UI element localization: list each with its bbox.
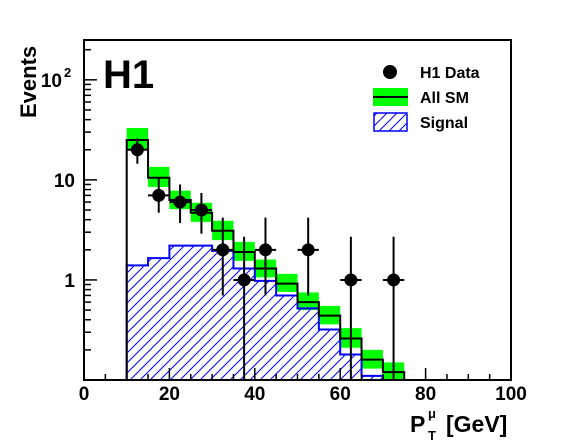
legend-label: H1 Data bbox=[420, 65, 480, 82]
data-point bbox=[216, 243, 230, 257]
x-tick-label: 60 bbox=[330, 384, 351, 405]
data-point bbox=[344, 273, 358, 287]
data-point bbox=[237, 273, 251, 287]
x-tick-label: 80 bbox=[415, 384, 436, 405]
legend-label: Signal bbox=[420, 115, 468, 132]
y-tick-label-exponent: 2 bbox=[64, 65, 71, 80]
data-point bbox=[387, 273, 401, 287]
data-point bbox=[194, 203, 208, 217]
x-tick-label: 100 bbox=[495, 384, 527, 405]
data-point bbox=[258, 243, 272, 257]
legend-data-marker bbox=[383, 65, 397, 79]
x-tick-label: 20 bbox=[159, 384, 180, 405]
y-axis-label: Events bbox=[16, 46, 41, 118]
x-tick-label: 40 bbox=[244, 384, 265, 405]
data-points bbox=[126, 138, 405, 380]
x-axis-label-base: P bbox=[410, 411, 425, 437]
x-tick-label: 0 bbox=[79, 384, 90, 405]
y-tick-label: 10 bbox=[54, 171, 75, 192]
legend-signal-box bbox=[373, 112, 408, 132]
data-point bbox=[301, 243, 315, 257]
x-axis-ticks: 0 20 40 60 80 100 bbox=[79, 368, 527, 405]
data-point bbox=[130, 143, 144, 157]
data-point bbox=[173, 195, 187, 209]
legend-label: All SM bbox=[420, 90, 469, 107]
y-tick-label: 10 bbox=[41, 71, 62, 92]
x-axis-label-subscript: T bbox=[428, 428, 436, 443]
data-point bbox=[152, 188, 166, 202]
experiment-label: H1 bbox=[103, 53, 154, 97]
x-axis-label-superscript: μ bbox=[428, 406, 436, 421]
y-tick-label: 1 bbox=[64, 271, 75, 292]
x-axis-label-unit: [GeV] bbox=[446, 411, 507, 437]
legend: H1 Data All SM Signal bbox=[373, 65, 480, 132]
signal-fill bbox=[126, 245, 405, 380]
